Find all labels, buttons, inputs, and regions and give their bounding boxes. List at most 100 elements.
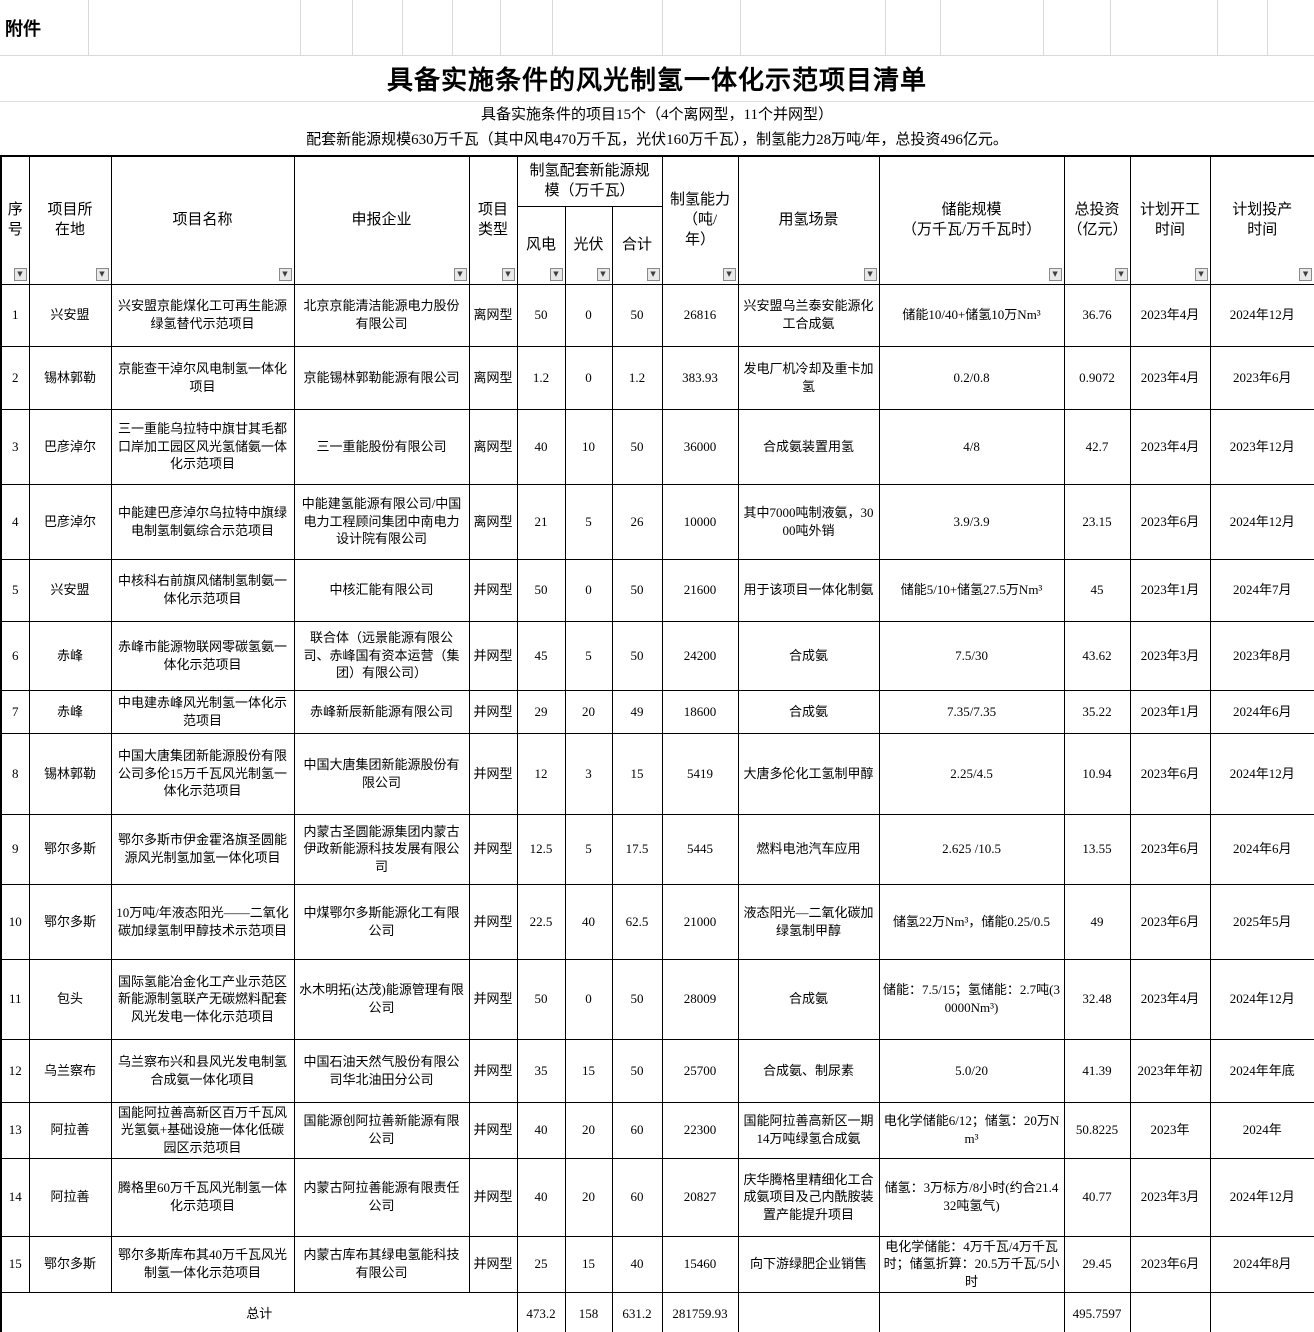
autofilter-dropdown-icon[interactable]: ▼ [13,267,27,281]
cell-production-time: 2024年12月 [1209,283,1314,347]
cell-total: 50 [611,408,663,485]
cell-wind: 22.5 [516,883,566,960]
col-header-start-time: 计划开工 时间 ▼ [1129,155,1211,285]
autofilter-dropdown-icon[interactable]: ▼ [1114,267,1128,281]
col-header-new-energy-group-label: 制氢配套新能源规 模（万千瓦） [529,163,650,200]
cell-production-time: 2024年6月 [1209,813,1314,885]
col-header-enterprise: 申报企业 ▼ [293,155,470,285]
col-header-wind: 风电 ▼ [516,205,566,285]
col-header-type-label: 项目 类型 [477,202,508,239]
cell-capacity: 15460 [661,1235,739,1293]
cell-investment: 32.48 [1063,958,1131,1040]
cell-production-time: 2024年8月 [1209,1235,1314,1293]
cell-total: 50 [611,1038,663,1103]
cell-start-time: 2023年3月 [1129,1157,1211,1237]
total-scenario-empty [737,1291,880,1332]
total-storage-empty [878,1291,1065,1332]
autofilter-dropdown-icon[interactable]: ▼ [1194,267,1208,281]
autofilter-dropdown-icon[interactable]: ▼ [722,267,736,281]
col-header-storage-label: 储能规模 （万千瓦/万千瓦时） [901,202,1042,239]
cell-storage: 3.9/3.9 [878,483,1065,560]
cell-enterprise: 内蒙古圣圆能源集团内蒙古伊政新能源科技发展有限公司 [293,813,470,885]
cell-production-time: 2024年7月 [1209,558,1314,622]
gridline [88,0,89,55]
cell-project-name: 兴安盟京能煤化工可再生能源绿氢替代示范项目 [110,283,295,347]
cell-type: 并网型 [468,1038,518,1103]
cell-capacity: 10000 [661,483,739,560]
cell-enterprise: 内蒙古库布其绿电氢能科技有限公司 [293,1235,470,1293]
cell-location: 鄂尔多斯 [28,813,112,885]
autofilter-dropdown-icon[interactable]: ▼ [646,267,660,281]
cell-scenario: 发电厂机冷却及重卡加氢 [737,345,880,410]
cell-start-time: 2023年4月 [1129,408,1211,485]
col-header-production-time-label: 计划投产 时间 [1232,202,1293,239]
total-wind: 473.2 [516,1291,566,1332]
cell-wind: 40 [516,408,566,485]
cell-pv: 0 [564,558,613,622]
col-header-project-name-label: 项目名称 [172,212,233,229]
autofilter-dropdown-icon[interactable]: ▼ [863,267,877,281]
table-row: 11 包头 国际氢能冶金化工产业示范区新能源制氢联产无碳燃料配套风光发电一体化示… [0,958,1314,1040]
table-footer: 总计 473.2 158 631.2 281759.93 495.7597 [0,1291,1314,1332]
cell-total: 60 [611,1101,663,1159]
cell-total: 26 [611,483,663,560]
total-start-empty [1129,1291,1211,1332]
table-row: 2 锡林郭勒 京能查干淖尔风电制氢一体化项目 京能锡林郭勒能源有限公司 离网型 … [0,345,1314,410]
cell-investment: 13.55 [1063,813,1131,885]
cell-production-time: 2024年6月 [1209,689,1314,734]
cell-enterprise: 内蒙古阿拉善能源有限责任公司 [293,1157,470,1237]
col-header-total: 合计 ▼ [611,205,663,285]
total-production-empty [1209,1291,1314,1332]
col-header-capacity-label: 制氢能力 （吨/ 年） [670,191,731,249]
autofilter-dropdown-icon[interactable]: ▼ [596,267,610,281]
cell-project-name: 中能建巴彦淖尔乌拉特中旗绿电制氢制氨综合示范项目 [110,483,295,560]
cell-enterprise: 国能源创阿拉善新能源有限公司 [293,1101,470,1159]
cell-wind: 50 [516,958,566,1040]
cell-type: 并网型 [468,1101,518,1159]
cell-enterprise: 京能锡林郭勒能源有限公司 [293,345,470,410]
attachment-label: 附件 [5,19,41,39]
cell-wind: 12 [516,732,566,815]
autofilter-dropdown-icon[interactable]: ▼ [95,267,109,281]
cell-type: 并网型 [468,1157,518,1237]
cell-type: 离网型 [468,345,518,410]
autofilter-dropdown-icon[interactable]: ▼ [501,267,515,281]
cell-storage: 储氢：3万标方/8小时(约合21.432吨氢气) [878,1157,1065,1237]
cell-capacity: 383.93 [661,345,739,410]
cell-location: 阿拉善 [28,1101,112,1159]
page-title: 具备实施条件的风光制氢一体化示范项目清单 [0,56,1314,102]
autofilter-dropdown-icon[interactable]: ▼ [1048,267,1062,281]
cell-project-name: 中国大唐集团新能源股份有限公司多伦15万千瓦风光制氢一体化示范项目 [110,732,295,815]
autofilter-dropdown-icon[interactable]: ▼ [1299,267,1313,281]
autofilter-dropdown-icon[interactable]: ▼ [453,267,467,281]
col-header-pv-label: 光伏 [573,236,604,253]
cell-start-time: 2023年4月 [1129,345,1211,410]
autofilter-dropdown-icon[interactable]: ▼ [549,267,563,281]
cell-capacity: 28009 [661,958,739,1040]
cell-capacity: 5445 [661,813,739,885]
cell-pv: 5 [564,620,613,691]
col-header-total-label: 合计 [622,236,653,253]
cell-location: 鄂尔多斯 [28,883,112,960]
cell-investment: 45 [1063,558,1131,622]
cell-total: 15 [611,732,663,815]
cell-capacity: 26816 [661,283,739,347]
cell-wind: 40 [516,1101,566,1159]
gridline [1217,0,1218,55]
cell-location: 锡林郭勒 [28,732,112,815]
cell-storage: 电化学储能：4万千瓦/4万千瓦时；储氢折算：20.5万千瓦/5小时 [878,1235,1065,1293]
cell-no: 8 [0,732,30,815]
autofilter-dropdown-icon[interactable]: ▼ [278,267,292,281]
cell-location: 巴彦淖尔 [28,408,112,485]
table-row: 1 兴安盟 兴安盟京能煤化工可再生能源绿氢替代示范项目 北京京能清洁能源电力股份… [0,283,1314,347]
cell-wind: 25 [516,1235,566,1293]
cell-storage: 2.25/4.5 [878,732,1065,815]
cell-storage: 储能：7.5/15；氢储能：2.7吨(30000Nm³) [878,958,1065,1040]
cell-enterprise: 赤峰新辰新能源有限公司 [293,689,470,734]
table-row: 14 阿拉善 腾格里60万千瓦风光制氢一体化示范项目 内蒙古阿拉善能源有限责任公… [0,1157,1314,1237]
cell-start-time: 2023年6月 [1129,813,1211,885]
cell-location: 阿拉善 [28,1157,112,1237]
cell-wind: 21 [516,483,566,560]
total-sum: 631.2 [611,1291,663,1332]
cell-no: 13 [0,1101,30,1159]
